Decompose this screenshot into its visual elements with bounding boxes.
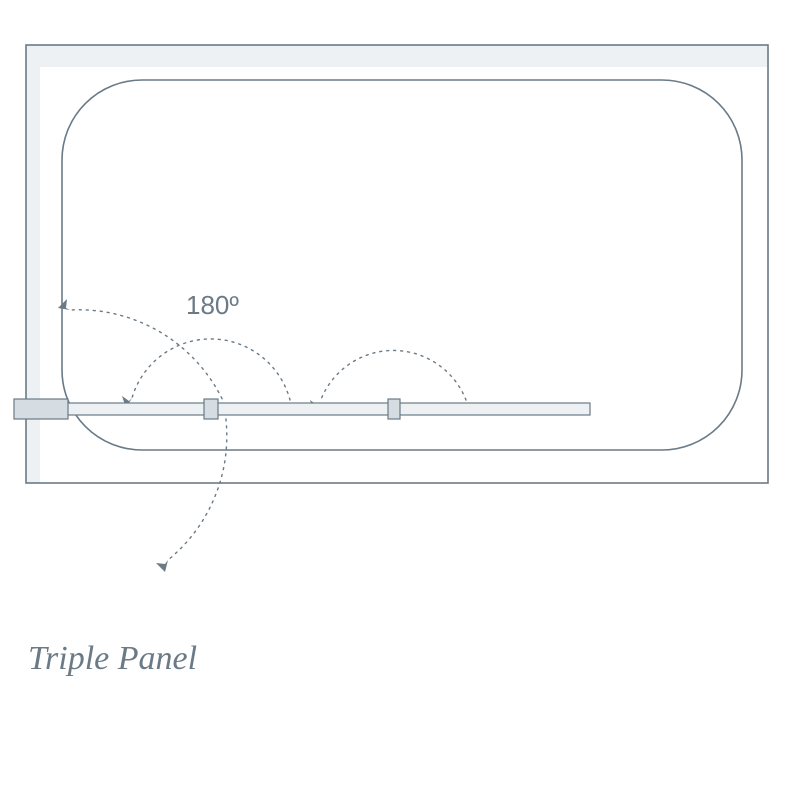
caption-text: Triple Panel [28,640,197,678]
angle-label: 180º [186,290,239,321]
diagram-svg [0,0,800,800]
outer-top-bar [26,45,768,67]
arrow-180-up [58,299,70,310]
screen-track [30,403,590,415]
arc-hinge2 [320,350,466,402]
diagram-canvas: 180º Triple Panel [0,0,800,800]
arc-180-lower [168,412,227,560]
wall-bracket [14,399,68,419]
arc-180-upper [70,310,225,405]
hinge-2 [388,399,400,419]
arrow-180-down [156,560,168,572]
arc-hinge1 [132,339,290,400]
hinge-1 [204,399,218,419]
tub-outline [62,80,742,450]
